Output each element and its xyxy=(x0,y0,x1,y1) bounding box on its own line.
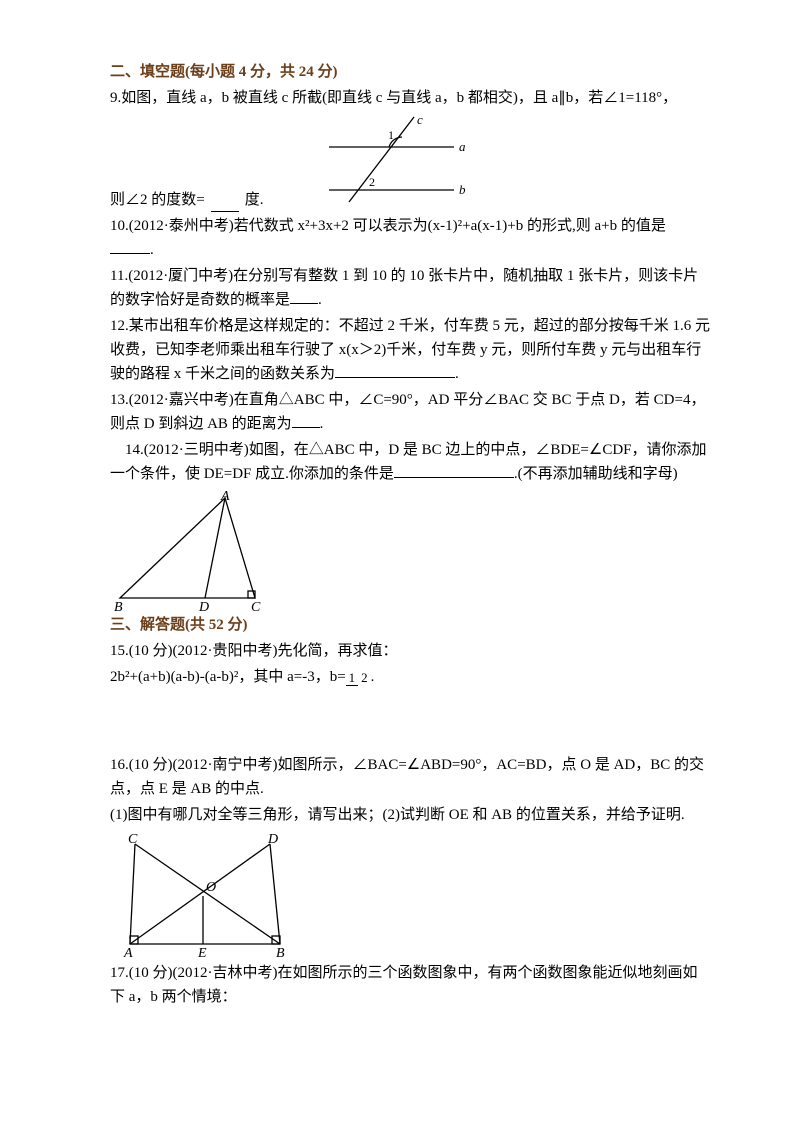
q16-label-B: B xyxy=(276,946,285,959)
q14-label-C: C xyxy=(251,600,261,613)
q16-label-E: E xyxy=(197,946,207,959)
q14-blank xyxy=(394,463,514,478)
q10-text: 10.(2012·泰州中考)若代数式 x²+3x+2 可以表示为(x-1)²+a… xyxy=(110,218,666,234)
q11-text: 11.(2012·厦门中考)在分别写有整数 1 到 10 的 10 张卡片中，随… xyxy=(110,268,698,308)
q13-blank xyxy=(292,413,320,428)
q15-post: . xyxy=(371,669,375,685)
q13-period: . xyxy=(320,416,324,432)
spacer-after-q15 xyxy=(110,691,710,751)
q15-frac-den: 2 xyxy=(358,670,371,685)
q16-line2: (1)图中有哪几对全等三角形，请写出来；(2)试判断 OE 和 AB 的位置关系… xyxy=(110,803,710,827)
q9-label-c: c xyxy=(417,112,423,127)
q9-line1: 9.如图，直线 a，b 被直线 c 所截(即直线 c 与直线 a，b 都相交)，… xyxy=(110,86,710,110)
q10-blank xyxy=(110,239,150,254)
q9-row: 则∠2 的度数= 度. a b c 1 2 xyxy=(110,112,710,212)
q17: 17.(10 分)(2012·吉林中考)在如图所示的三个函数图象中，有两个函数图… xyxy=(110,961,710,1009)
q13: 13.(2012·嘉兴中考)在直角△ABC 中，∠C=90°，AD 平分∠BAC… xyxy=(110,388,710,436)
q15-line2: 2b²+(a+b)(a-b)-(a-b)²，其中 a=-3，b=12. xyxy=(110,665,710,689)
q16-label-C: C xyxy=(128,832,138,847)
section-2-title: 二、填空题(每小题 4 分，共 24 分) xyxy=(110,60,710,84)
q16-figure: A B C D E O xyxy=(110,829,310,959)
q9-line2-pre: 则∠2 的度数= xyxy=(110,188,205,212)
q16-label-O: O xyxy=(206,880,216,895)
q10: 10.(2012·泰州中考)若代数式 x²+3x+2 可以表示为(x-1)²+a… xyxy=(110,214,710,262)
q12-blank xyxy=(335,363,455,378)
q12-period: . xyxy=(455,366,459,382)
q11: 11.(2012·厦门中考)在分别写有整数 1 到 10 的 10 张卡片中，随… xyxy=(110,264,710,312)
q9-figure: a b c 1 2 xyxy=(289,112,499,212)
q15-frac-num: 1 xyxy=(346,670,359,686)
q11-blank xyxy=(290,289,318,304)
q9-label-a: a xyxy=(459,139,466,154)
q9-label-2: 2 xyxy=(369,175,375,189)
q16-line1: 16.(10 分)(2012·南宁中考)如图所示，∠BAC=∠ABD=90°，A… xyxy=(110,753,710,801)
q12: 12.某市出租车价格是这样规定的：不超过 2 千米，付车费 5 元，超过的部分按… xyxy=(110,314,710,386)
q14: 14.(2012·三明中考)如图，在△ABC 中，D 是 BC 边上的中点，∠B… xyxy=(110,438,710,486)
q9-blank xyxy=(211,197,239,212)
q14-label-D: D xyxy=(198,600,209,613)
q15-fraction: 12 xyxy=(346,671,371,685)
q14-figure: A B C D xyxy=(110,488,280,613)
section-3-title: 三、解答题(共 52 分) xyxy=(110,613,710,637)
q14-label-A: A xyxy=(220,489,230,504)
q14-post: .(不再添加辅助线和字母) xyxy=(514,466,678,482)
q10-period: . xyxy=(150,242,154,258)
q16-label-D: D xyxy=(267,832,278,847)
q11-period: . xyxy=(318,292,322,308)
q16-label-A: A xyxy=(123,946,133,959)
q9-label-b: b xyxy=(459,182,466,197)
q15-line1: 15.(10 分)(2012·贵阳中考)先化简，再求值： xyxy=(110,639,710,663)
q9-label-1: 1 xyxy=(388,128,394,142)
q9-line2-post: 度. xyxy=(245,188,264,212)
q13-text: 13.(2012·嘉兴中考)在直角△ABC 中，∠C=90°，AD 平分∠BAC… xyxy=(110,392,705,432)
q15-pre: 2b²+(a+b)(a-b)-(a-b)²，其中 a=-3，b= xyxy=(110,669,346,685)
q14-label-B: B xyxy=(114,600,123,613)
